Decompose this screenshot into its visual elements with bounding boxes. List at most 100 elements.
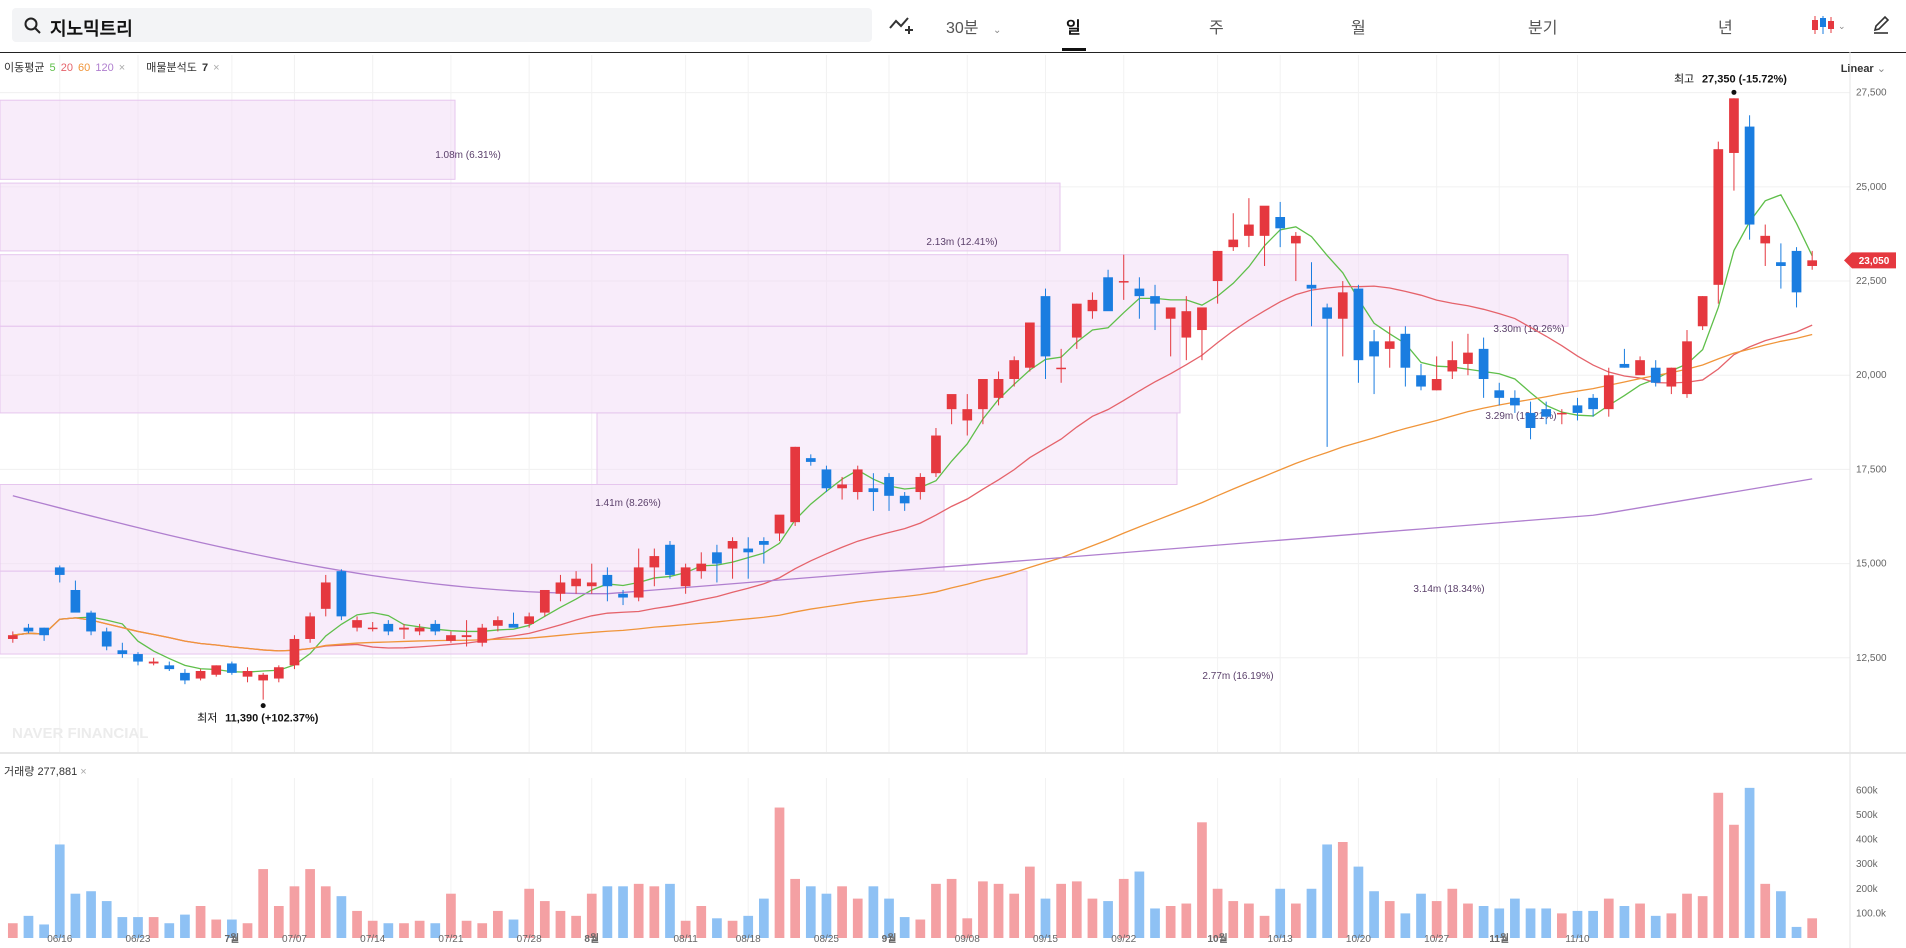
tab-week[interactable]: 주: [1209, 20, 1224, 37]
candle-body: [1588, 397, 1598, 410]
volume-bar: [805, 886, 816, 938]
tab-quarter[interactable]: 분기: [1528, 20, 1558, 37]
close-icon[interactable]: ×: [80, 766, 87, 778]
volume-profile-bar: [596, 412, 1178, 486]
volume-bar: [461, 920, 472, 938]
candle-body: [571, 578, 581, 587]
candle-body: [1556, 412, 1567, 415]
draw-tool-icon[interactable]: [888, 14, 914, 41]
x-tick-label: 10월: [1207, 933, 1227, 945]
candle-body: [101, 631, 112, 647]
volume-bar: [586, 893, 597, 938]
volume-bar: [1635, 903, 1645, 938]
volume-bar: [1228, 901, 1239, 938]
volume-bar: [273, 906, 284, 938]
volume-bar: [1807, 918, 1818, 938]
close-icon[interactable]: ×: [118, 62, 126, 74]
low-marker: [260, 703, 266, 709]
candle-body: [1009, 360, 1020, 380]
candle-body: [273, 667, 284, 679]
volume-bar: [446, 893, 456, 938]
ma-line: [12, 333, 1813, 652]
search-query[interactable]: 지노믹트리: [50, 19, 133, 39]
candle-body: [1666, 367, 1677, 387]
volume-bar: [1682, 893, 1692, 938]
volume-bar: [946, 878, 957, 938]
volume-bar: [712, 918, 722, 938]
volume-bar: [1369, 891, 1379, 938]
x-tick-label: 08/25: [814, 934, 839, 945]
volume-bar: [1197, 822, 1207, 938]
tab-day[interactable]: 일: [1066, 20, 1081, 37]
volume-value: 277,881: [37, 766, 78, 778]
candle-body: [1259, 205, 1270, 236]
search-box[interactable]: 지노믹트리: [12, 8, 872, 42]
volume-bar: [1556, 913, 1567, 938]
high-value: 27,350 (-15.72%): [1702, 73, 1787, 85]
candle-body: [868, 488, 879, 493]
volume-tick-label: 600k: [1856, 785, 1879, 796]
candle-body: [54, 567, 65, 575]
candle-body: [1447, 360, 1458, 372]
candle-body: [289, 638, 300, 666]
candle-body: [743, 548, 754, 553]
candle-body: [1165, 307, 1176, 319]
candle-body: [1384, 341, 1395, 349]
volume-bar: [1322, 844, 1332, 938]
candle-body: [1541, 409, 1552, 417]
volume-bar: [1447, 888, 1458, 938]
interval-select[interactable]: 30분 ⌄: [946, 14, 1001, 38]
volume-bar: [1384, 901, 1395, 938]
candle-body: [1212, 250, 1223, 282]
x-tick-label: 7월: [224, 933, 239, 945]
current-price-tag: [1844, 252, 1896, 269]
close-icon[interactable]: ×: [213, 62, 220, 74]
volume-bar: [1525, 908, 1536, 938]
candle-body: [180, 672, 190, 681]
candle-body: [1228, 239, 1239, 248]
volume-bar: [571, 915, 581, 938]
volume-bar: [837, 886, 847, 938]
candle-body: [993, 379, 1004, 398]
candle-body: [1635, 360, 1645, 376]
volume-bar: [1040, 898, 1051, 938]
volume-bar: [180, 914, 190, 938]
volume-bar: [133, 917, 143, 938]
candle-body: [1275, 217, 1286, 229]
candle-body: [1290, 235, 1301, 244]
candle-body: [727, 541, 738, 549]
candle-body: [1791, 250, 1802, 293]
scale-mode[interactable]: Linear ⌄: [1841, 62, 1886, 75]
candle-body: [305, 616, 315, 639]
volume-bar: [1087, 898, 1098, 938]
current-price-label: 23,050: [1859, 256, 1890, 267]
volume-profile-label: 3.30m (19.26%): [1493, 324, 1564, 335]
high-label: 최고: [1674, 72, 1694, 85]
volume-bar: [1416, 893, 1426, 938]
pencil-icon[interactable]: [1872, 14, 1890, 39]
volume-bar: [665, 883, 675, 938]
tab-year[interactable]: 년: [1718, 20, 1733, 37]
candle-body: [477, 627, 488, 643]
scale-mode-label: Linear: [1840, 63, 1874, 75]
ma-20: 20: [60, 62, 73, 74]
volume-profile-label: 1.08m (6.31%): [435, 150, 501, 161]
candle-body: [1103, 277, 1113, 312]
candle-type-icon[interactable]: ⌄: [1810, 14, 1846, 41]
top-toolbar: 지노믹트리 30분 ⌄ 일 주 월 분기 년 ⌄: [0, 0, 1906, 53]
tab-month[interactable]: 월: [1351, 20, 1366, 37]
volume-profile-bar: [0, 570, 1028, 655]
candle-body: [1118, 281, 1129, 283]
x-tick-label: 10/20: [1346, 934, 1371, 945]
y-tick-label: 25,000: [1856, 182, 1887, 193]
volume-bar: [1071, 881, 1082, 938]
volume-bar: [1603, 898, 1614, 938]
volume-bar: [1024, 866, 1035, 938]
candle-body: [258, 674, 269, 681]
candle-body: [1197, 307, 1207, 331]
candle-body: [352, 620, 362, 628]
volume-bar: [852, 898, 863, 938]
volume-bar: [978, 881, 988, 938]
volume-label: 거래량: [4, 766, 35, 778]
